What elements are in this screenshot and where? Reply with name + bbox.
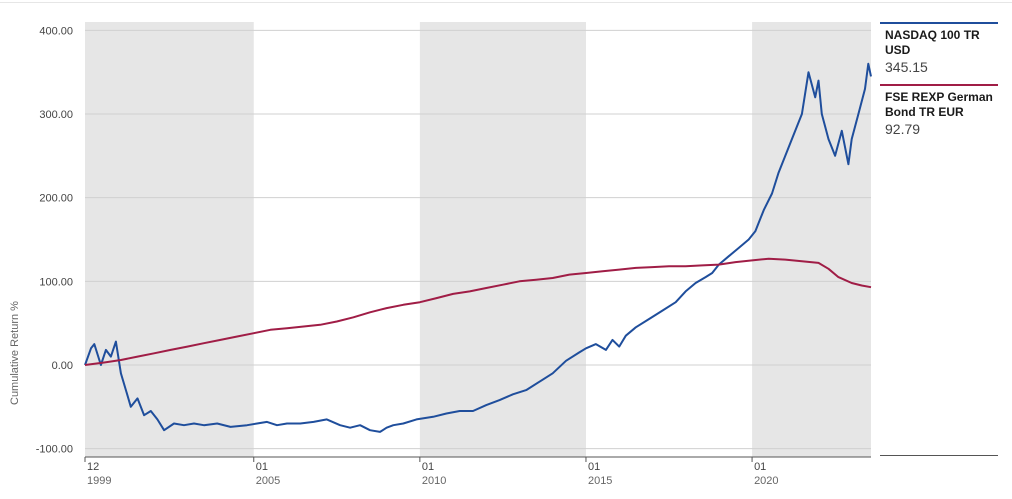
x-tick-label-year: 2015 bbox=[588, 475, 612, 487]
x-tick-label-year: 1999 bbox=[87, 475, 111, 487]
x-tick-label-month: 12 bbox=[87, 461, 99, 473]
series-lines bbox=[84, 62, 872, 433]
legend-series-value: 345.15 bbox=[885, 59, 928, 75]
x-tick-label-month: 01 bbox=[256, 461, 268, 473]
legend: NASDAQ 100 TR USD 345.15 FSE REXP German B… bbox=[880, 22, 998, 146]
shaded-band-1 bbox=[419, 22, 586, 457]
y-tick-label: -100.00 bbox=[36, 444, 73, 456]
y-tick-label: 200.00 bbox=[39, 193, 73, 205]
x-tick-label-month: 01 bbox=[588, 461, 600, 473]
legend-bottom-rule bbox=[880, 455, 998, 456]
series-line-nasdaq bbox=[84, 62, 872, 433]
x-tick-label-year: 2010 bbox=[422, 475, 446, 487]
shaded-band-2 bbox=[752, 22, 871, 457]
legend-color-bar bbox=[880, 22, 998, 24]
x-tick-label-month: 01 bbox=[754, 461, 766, 473]
shaded-period-bands bbox=[85, 22, 871, 457]
x-tick-label-year: 2020 bbox=[754, 475, 778, 487]
x-tick-label-month: 01 bbox=[422, 461, 434, 473]
top-border bbox=[0, 2, 1012, 3]
y-axis-ticks: -100.00 0.00 100.00 200.00 300.00 400.00 bbox=[36, 25, 73, 455]
series-line-rexp bbox=[84, 257, 872, 366]
legend-series-name: NASDAQ 100 TR USD bbox=[885, 28, 980, 57]
y-tick-label: 100.00 bbox=[39, 276, 73, 288]
y-tick-label: 0.00 bbox=[52, 360, 73, 372]
y-axis-label: Cumulative Return % bbox=[9, 301, 21, 405]
legend-series-value: 92.79 bbox=[885, 121, 921, 137]
legend-item: NASDAQ 100 TR USD 345.15 bbox=[880, 22, 998, 76]
legend-series-name: FSE REXP German Bond TR EUR bbox=[885, 90, 993, 119]
y-tick-label: 300.00 bbox=[39, 109, 73, 121]
legend-item: FSE REXP German Bond TR EUR 92.79 bbox=[880, 84, 998, 138]
gridlines bbox=[85, 29, 871, 458]
y-tick-label: 400.00 bbox=[39, 25, 73, 37]
x-axis-ticks: 12 1999 01 2005 01 2010 01 2015 01 2020 bbox=[84, 457, 779, 487]
shaded-band-0 bbox=[85, 22, 254, 457]
x-tick-label-year: 2005 bbox=[256, 475, 280, 487]
legend-color-bar bbox=[880, 84, 998, 86]
